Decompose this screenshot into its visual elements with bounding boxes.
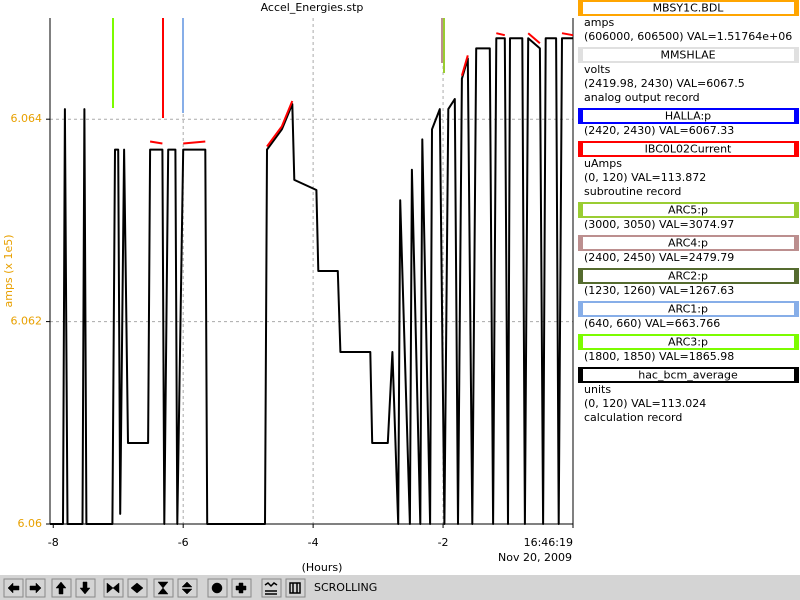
x-tick-label: -2 bbox=[438, 536, 449, 549]
x-axis-label: (Hours) bbox=[302, 561, 343, 574]
legend-edge-left bbox=[579, 48, 583, 62]
x-tick-label: 16:46:19 bbox=[524, 536, 573, 549]
legend-edge-left bbox=[579, 302, 583, 316]
legend-name: HALLA:p bbox=[665, 110, 711, 123]
legend-edge-right bbox=[794, 269, 798, 283]
button-icon bbox=[235, 582, 247, 594]
toolbar-button[interactable] bbox=[3, 578, 24, 598]
legend-edge-right bbox=[794, 335, 798, 349]
legend-edge-right bbox=[794, 142, 798, 156]
legend-name: MMSHLAE bbox=[660, 49, 715, 62]
legend-edge-left bbox=[579, 203, 583, 217]
legend-detail: (2419.98, 2430) VAL=6067.5 bbox=[584, 77, 745, 90]
x-tick-label: -6 bbox=[178, 536, 189, 549]
chart-title: Accel_Energies.stp bbox=[261, 1, 364, 14]
button-icon bbox=[29, 582, 42, 594]
legend-edge-right bbox=[794, 368, 798, 382]
legend-edge-right bbox=[794, 203, 798, 217]
legend-edge-right bbox=[794, 48, 798, 62]
legend-edge-left bbox=[579, 109, 583, 123]
legend-edge-right bbox=[794, 236, 798, 250]
button-icon bbox=[211, 582, 223, 594]
toolbar-button[interactable] bbox=[51, 578, 72, 598]
y-tick-label: 6.064 bbox=[11, 112, 43, 125]
legend-detail: (2420, 2430) VAL=6067.33 bbox=[584, 124, 734, 137]
x-date-label: Nov 20, 2009 bbox=[498, 551, 572, 564]
legend-edge-right bbox=[794, 109, 798, 123]
y-tick-label: 6.06 bbox=[18, 517, 43, 530]
toolbar-button[interactable] bbox=[285, 578, 306, 598]
button-icon bbox=[106, 582, 120, 594]
toolbar-button[interactable] bbox=[25, 578, 46, 598]
toolbar-button[interactable] bbox=[177, 578, 198, 598]
legend-edge-left bbox=[579, 335, 583, 349]
toolbar-button[interactable] bbox=[75, 578, 96, 598]
legend-detail: subroutine record bbox=[584, 185, 681, 198]
legend-detail: (640, 660) VAL=663.766 bbox=[584, 317, 720, 330]
x-tick-label: -8 bbox=[48, 536, 59, 549]
legend-name: MBSY1C.BDL bbox=[653, 2, 725, 15]
toolbar-status: SCROLLING bbox=[314, 581, 377, 594]
legend-detail: (1230, 1260) VAL=1267.63 bbox=[584, 284, 734, 297]
x-tick-label: -4 bbox=[308, 536, 319, 549]
button-icon bbox=[289, 582, 301, 594]
legend-edge-right bbox=[794, 302, 798, 316]
toolbar-button[interactable] bbox=[127, 578, 148, 598]
legend-edge-right bbox=[794, 1, 798, 15]
button-icon bbox=[79, 581, 91, 595]
legend-name: ARC5:p bbox=[668, 204, 708, 217]
toolbar-button[interactable] bbox=[261, 578, 282, 598]
toolbar-button[interactable] bbox=[103, 578, 124, 598]
legend-edge-left bbox=[579, 269, 583, 283]
legend-edge-left bbox=[579, 368, 583, 382]
toolbar-button[interactable] bbox=[153, 578, 174, 598]
legend-name: ARC3:p bbox=[668, 336, 708, 349]
legend-detail: uAmps bbox=[584, 157, 622, 170]
legend-name: hac_bcm_average bbox=[638, 369, 738, 382]
legend-detail: (606000, 606500) VAL=1.51764e+06 bbox=[584, 30, 792, 43]
y-axis-label: amps (x 1e5) bbox=[2, 234, 15, 307]
legend-detail: calculation record bbox=[584, 411, 682, 424]
legend-edge-left bbox=[579, 142, 583, 156]
toolbar-button[interactable] bbox=[207, 578, 228, 598]
legend-detail: units bbox=[584, 383, 611, 396]
button-icon bbox=[157, 581, 169, 595]
button-face bbox=[153, 578, 174, 598]
button-face bbox=[285, 578, 306, 598]
toolbar-button[interactable] bbox=[231, 578, 252, 598]
trace bbox=[149, 32, 574, 148]
legend-edge-left bbox=[579, 1, 583, 15]
legend-detail: (3000, 3050) VAL=3074.97 bbox=[584, 218, 734, 231]
y-tick-label: 6.062 bbox=[11, 315, 43, 328]
legend-detail: (0, 120) VAL=113.872 bbox=[584, 171, 706, 184]
legend-name: ARC1:p bbox=[668, 303, 708, 316]
button-icon bbox=[264, 582, 278, 595]
legend-detail: volts bbox=[584, 63, 611, 76]
button-icon bbox=[130, 582, 144, 594]
button-icon bbox=[55, 581, 67, 595]
button-face bbox=[177, 578, 198, 598]
legend-detail: (2400, 2450) VAL=2479.79 bbox=[584, 251, 734, 264]
button-icon bbox=[181, 581, 193, 595]
legend-detail: analog output record bbox=[584, 91, 700, 104]
legend-edge-left bbox=[579, 236, 583, 250]
legend-detail: (1800, 1850) VAL=1865.98 bbox=[584, 350, 734, 363]
legend-detail: amps bbox=[584, 16, 614, 29]
trace bbox=[50, 37, 573, 525]
legend-name: ARC4:p bbox=[668, 237, 708, 250]
button-icon bbox=[7, 582, 20, 594]
legend-name: ARC2:p bbox=[668, 270, 708, 283]
legend-name: IBC0L02Current bbox=[645, 143, 732, 156]
legend-detail: (0, 120) VAL=113.024 bbox=[584, 397, 706, 410]
